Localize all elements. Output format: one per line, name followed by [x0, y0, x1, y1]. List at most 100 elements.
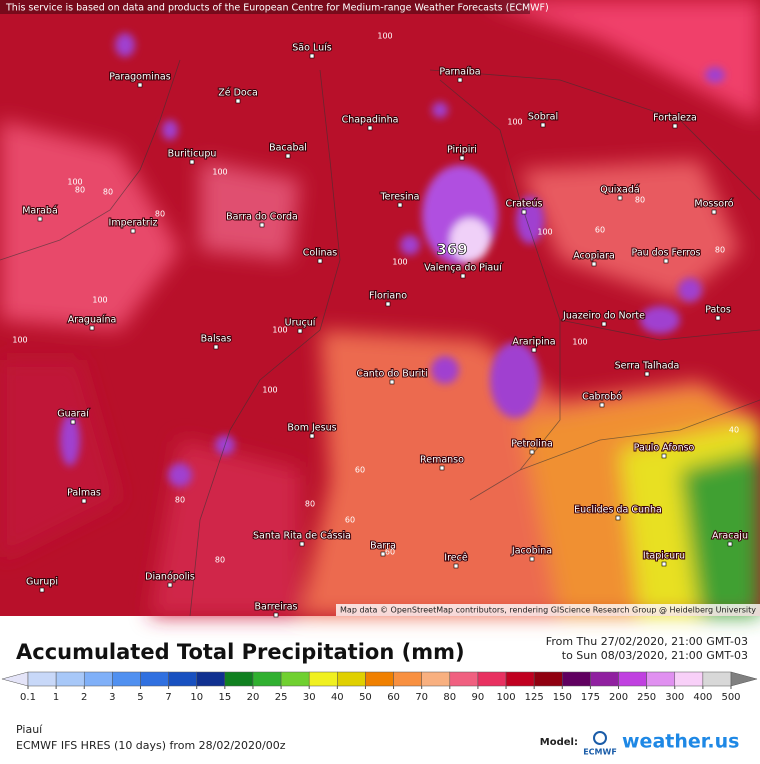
city-label: Remanso: [420, 455, 464, 466]
colorbar-swatch: [562, 671, 591, 687]
city-dot: [259, 222, 265, 228]
colorbar-swatch: [702, 671, 732, 687]
city-label: Cabrobó: [582, 392, 622, 403]
city-label: Itapicuru: [643, 551, 685, 562]
colorbar-swatch: [393, 671, 422, 687]
colorbar-label: 50: [359, 692, 372, 703]
city-dot: [137, 82, 143, 88]
contour-label: 100: [572, 338, 587, 347]
contour-label: 80: [103, 188, 113, 197]
colorbar-label: 10: [190, 692, 203, 703]
city-dot: [235, 98, 241, 104]
city-label: Serra Talhada: [615, 361, 680, 372]
colorbar-swatch: [646, 671, 676, 687]
city-label: Barra: [370, 541, 396, 552]
colorbar-swatch: [590, 671, 619, 687]
city-label: Euclides da Cunha: [574, 505, 662, 516]
max-label: 369: [436, 241, 467, 259]
colorbar-swatch: [196, 671, 226, 687]
city-label: Buriticupu: [168, 149, 217, 160]
city-label: Aracaju: [712, 531, 748, 542]
city-label: Paragominas: [109, 72, 170, 83]
colorbar-label: 25: [275, 692, 288, 703]
city-dot: [189, 159, 195, 165]
colorbar-label: 125: [525, 692, 544, 703]
colorbar-swatch: [168, 671, 197, 687]
city-dot: [460, 273, 466, 279]
city-label: Acopiara: [573, 251, 615, 262]
city-dot: [39, 587, 45, 593]
city-dot: [380, 551, 386, 557]
city-dot: [299, 541, 305, 547]
brand: weather.us: [622, 731, 739, 753]
city-dot: [167, 582, 173, 588]
city-dot: [453, 563, 459, 569]
service-notice: This service is based on data and produc…: [5, 3, 549, 14]
city-label: Guaraí: [57, 409, 89, 420]
city-label: Gurupi: [26, 577, 58, 588]
city-dot: [81, 498, 87, 504]
map-attribution: Map data © OpenStreetMap contributors, r…: [340, 606, 756, 615]
city-dot: [601, 321, 607, 327]
city-dot: [385, 301, 391, 307]
city-dot: [599, 402, 605, 408]
colorbar-swatch: [477, 671, 507, 687]
city-label: Imperatriz: [109, 218, 158, 229]
colorbar-label: 175: [581, 692, 600, 703]
city-dot: [317, 258, 323, 264]
contour-label: 100: [272, 326, 287, 335]
colorbar-label: 90: [472, 692, 485, 703]
colorbar-label: 20: [247, 692, 260, 703]
city-label: Irecê: [444, 553, 468, 564]
model-label: Model:: [540, 737, 578, 748]
contour-label: 60: [385, 548, 395, 557]
colorbar-swatch: [280, 671, 310, 687]
city-label: Balsas: [201, 334, 232, 345]
city-dot: [715, 315, 721, 321]
city-label: Colinas: [303, 248, 338, 259]
colorbar-label: 3: [109, 692, 115, 703]
city-dot: [273, 612, 279, 618]
city-dot: [540, 122, 546, 128]
contour-label: 100: [67, 178, 82, 187]
colorbar-label: 300: [665, 692, 684, 703]
model-run: ECMWF IFS HRES (10 days) from 28/02/2020…: [16, 739, 286, 752]
colorbar-label: 150: [553, 692, 572, 703]
city-label: Teresina: [379, 192, 419, 203]
city-label: Paulo Afonso: [634, 443, 695, 454]
colorbar-swatch: [505, 671, 535, 687]
city-dot: [672, 123, 678, 129]
colorbar-swatch: [252, 671, 282, 687]
colorbar-label: 2: [81, 692, 87, 703]
contour-label: 60: [355, 466, 365, 475]
city-label: Pau dos Ferros: [632, 248, 701, 259]
city-dot: [663, 258, 669, 264]
city-dot: [130, 228, 136, 234]
city-dot: [89, 325, 95, 331]
city-dot: [70, 419, 76, 425]
colorbar-label: 0.1: [20, 692, 36, 703]
colorbar-swatch: [224, 671, 254, 687]
city-label: Parnaíba: [439, 67, 480, 78]
city-dot: [661, 561, 667, 567]
city-dot: [711, 209, 717, 215]
colorbar-swatch: [365, 671, 394, 687]
city-dot: [459, 155, 465, 161]
city-dot: [309, 53, 315, 59]
contour-label: 100: [507, 118, 522, 127]
colorbar-label: 5: [137, 692, 143, 703]
colorbar-label: 7: [165, 692, 171, 703]
colorbar-label: 100: [496, 692, 515, 703]
colorbar-swatch: [308, 671, 338, 687]
city-label: Barreiras: [255, 602, 298, 613]
city-label: Araguaína: [68, 315, 117, 326]
city-label: Bacabal: [269, 143, 307, 154]
city-dot: [591, 261, 597, 267]
colorbar-label: 15: [218, 692, 231, 703]
city-label: Dianópolis: [145, 572, 195, 583]
city-label: Piripiri: [447, 145, 477, 156]
legend-title: Accumulated Total Precipitation (mm): [16, 640, 465, 664]
city-layer: São Luís Parnaíba Paragominas Zé Doca Chapad…: [21, 42, 749, 618]
